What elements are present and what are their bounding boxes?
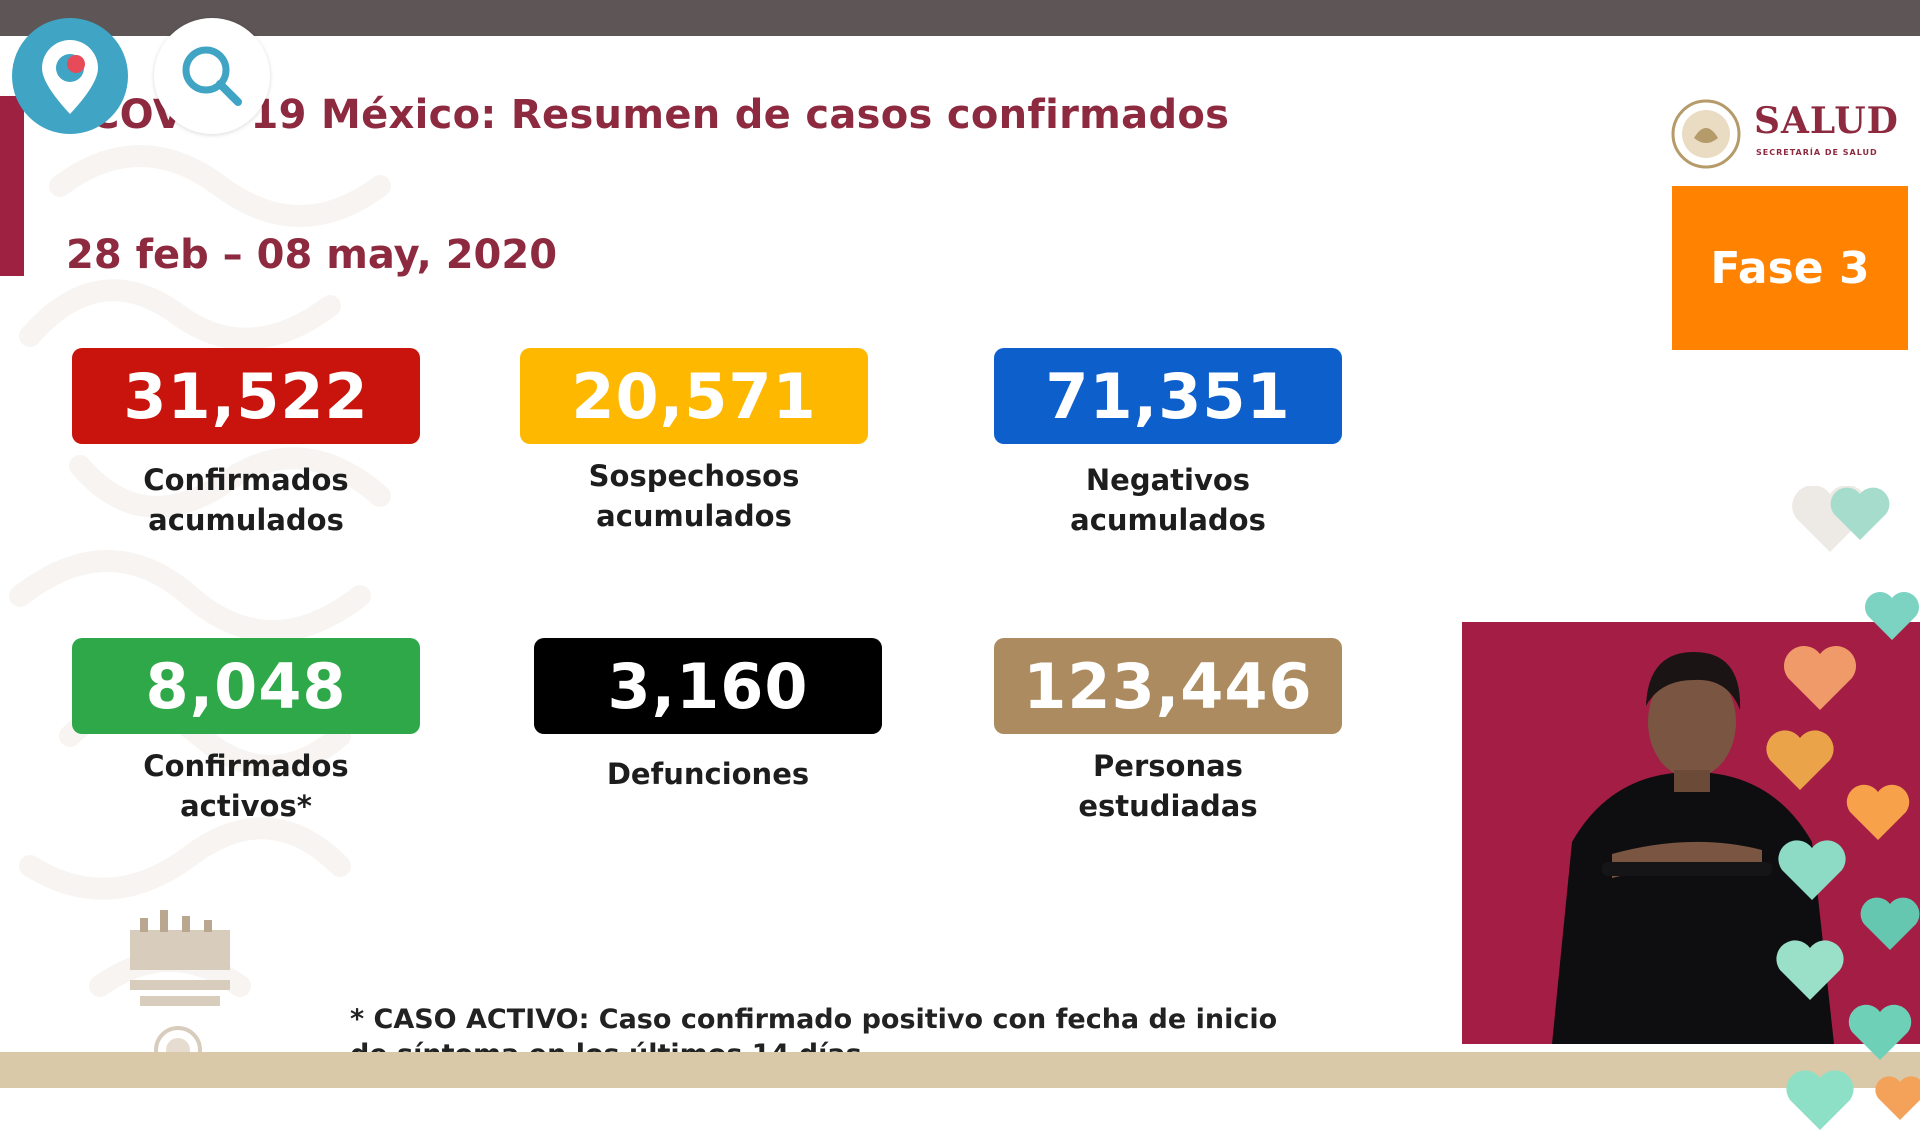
stat-label-line: activos* (180, 789, 312, 823)
accent-bar (0, 96, 24, 276)
logo-subtitle: SECRETARÍA DE SALUD (1756, 148, 1878, 157)
stat-label-line: acumulados (1070, 503, 1266, 537)
video-top-bar (0, 0, 1920, 36)
hearts-animation (1766, 487, 1920, 1130)
stat-label: Defunciones (534, 754, 882, 794)
search-icon (182, 46, 242, 106)
search-button[interactable] (154, 18, 270, 134)
stat-value-box: 31,522 (72, 348, 420, 444)
presentation-slide: COVID-19 México: Resumen de casos confir… (0, 36, 1920, 1088)
stat-label-line: Sospechosos (588, 459, 800, 493)
stat-label: Sospechosos acumulados (520, 456, 868, 536)
phase-badge: Fase 3 (1672, 186, 1908, 350)
stat-label: Negativos acumulados (994, 460, 1342, 540)
stat-label-line: acumulados (596, 499, 792, 533)
stat-label-line: acumulados (148, 503, 344, 537)
stat-label-line: Confirmados (143, 749, 349, 783)
stat-card-sospechosos: 20,571 Sospechosos acumulados (520, 348, 868, 536)
stat-label-line: estudiadas (1078, 789, 1258, 823)
stat-value-box: 20,571 (520, 348, 868, 444)
stat-value-box: 123,446 (994, 638, 1342, 734)
stat-label: Confirmados activos* (72, 746, 420, 826)
periscope-button[interactable] (12, 18, 128, 134)
background-pattern (9, 145, 391, 997)
logo-title: SALUD (1754, 100, 1899, 142)
stat-card-defunciones: 3,160 Defunciones (534, 638, 882, 794)
bottom-margin (0, 1088, 1920, 1148)
stat-value-box: 3,160 (534, 638, 882, 734)
bottom-strip (0, 1052, 1920, 1088)
stat-label-line: Confirmados (143, 463, 349, 497)
stat-label: Confirmados acumulados (72, 460, 420, 540)
stat-label-line: Personas (1093, 749, 1243, 783)
stat-value-box: 8,048 (72, 638, 420, 734)
stat-label-line: Defunciones (606, 757, 810, 791)
date-range: 28 feb – 08 may, 2020 (66, 232, 558, 278)
stat-label-line: Negativos (1085, 463, 1251, 497)
slide-title: COVID-19 México: Resumen de casos confir… (90, 92, 1230, 138)
stat-card-personas-estudiadas: 123,446 Personas estudiadas (994, 638, 1342, 826)
stat-card-confirmados-activos: 8,048 Confirmados activos* (72, 638, 420, 826)
interpreter-figure (1552, 652, 1834, 1044)
stat-card-negativos: 71,351 Negativos acumulados (994, 348, 1342, 540)
stat-value-box: 71,351 (994, 348, 1342, 444)
footnote-line: * CASO ACTIVO: Caso confirmado positivo … (350, 1004, 1278, 1035)
stat-label: Personas estudiadas (994, 746, 1342, 826)
periscope-icon (42, 40, 98, 114)
coat-of-arms-icon (1671, 99, 1741, 169)
sign-language-interpreter-video (1462, 622, 1920, 1044)
stat-card-confirmados-acumulados: 31,522 Confirmados acumulados (72, 348, 420, 540)
salud-logo: SALUD SECRETARÍA DE SALUD (1670, 98, 1910, 178)
